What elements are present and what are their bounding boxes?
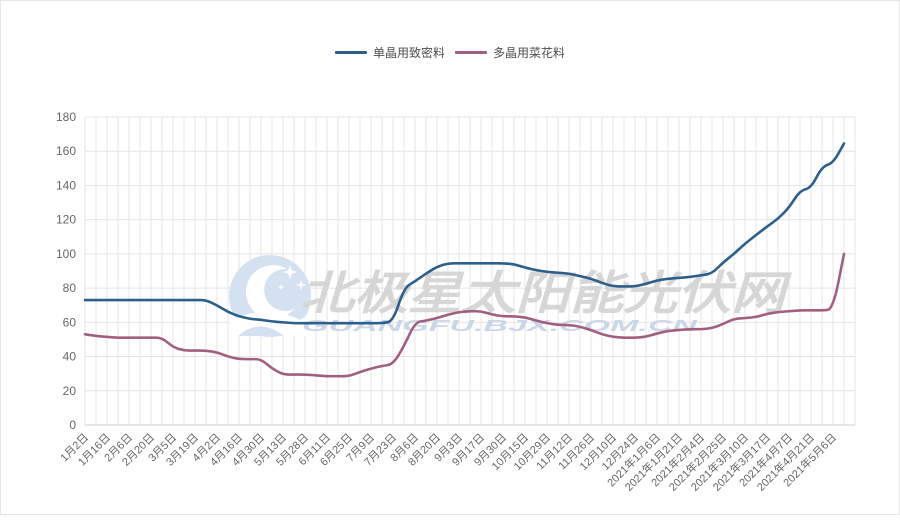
y-tick-label: 0 [69,418,76,432]
y-tick-label: 180 [56,110,76,124]
y-tick-label: 80 [63,281,77,295]
legend-label: 多晶用菜花料 [493,45,566,60]
series-line-mono-dense [83,142,846,325]
y-tick-label: 20 [63,384,77,398]
mono-series-line-icon [334,50,367,54]
legend-label: 单晶用致密料 [372,45,445,60]
chart-legend: 单晶用致密料 多晶用菜花料 [0,44,900,60]
y-tick-label: 60 [63,315,77,329]
series-line-multi-cauliflower [83,252,846,378]
y-tick-label: 120 [56,213,76,227]
legend-item-multi-cauliflower[interactable]: 多晶用菜花料 [455,44,565,61]
legend-item-mono-dense[interactable]: 单晶用致密料 [334,44,445,61]
y-tick-label: 160 [56,144,76,158]
multi-series-line-icon [455,50,487,54]
y-tick-label: 100 [56,247,76,261]
y-tick-label: 40 [63,350,77,364]
x-axis-tick-labels: 1月2日1月16日2月6日2月20日3月5日3月19日4月2日4月16日4月30… [58,430,839,494]
watermark-title: 北极星太阳能光伏网 [300,267,792,319]
moon-stars-logo-icon [229,255,311,337]
watermark-subtitle: GUANGFU.BJX.COM.CN [302,318,698,335]
y-axis-tick-labels: 0 20 40 60 80 100 120 140 160 180 [56,110,76,432]
y-tick-label: 140 [56,178,76,192]
